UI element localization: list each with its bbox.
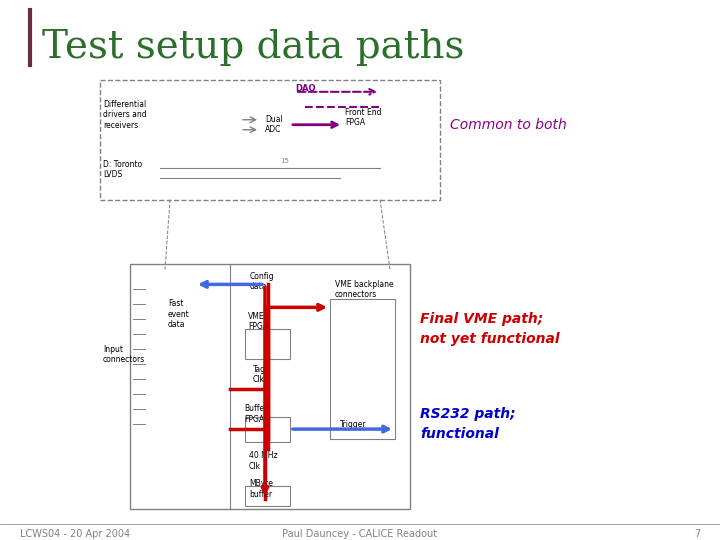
Text: MByte
buffer: MByte buffer <box>249 480 273 498</box>
Text: not yet functional: not yet functional <box>420 332 559 346</box>
Text: RS232 path;: RS232 path; <box>420 407 516 421</box>
Text: 7: 7 <box>694 529 700 539</box>
Text: DAQ: DAQ <box>295 84 315 93</box>
Bar <box>330 299 395 439</box>
Text: Front End
FPGA: Front End FPGA <box>345 108 382 127</box>
Text: Input
connectors: Input connectors <box>103 345 145 364</box>
Text: Tag
Clk: Tag Clk <box>253 364 266 384</box>
Text: Fast
event
data: Fast event data <box>168 299 190 329</box>
Bar <box>100 80 440 200</box>
Text: VME backplane
connectors: VME backplane connectors <box>335 280 394 299</box>
Bar <box>245 329 290 359</box>
Text: Final VME path;: Final VME path; <box>420 312 544 326</box>
Text: LCWS04 - 20 Apr 2004: LCWS04 - 20 Apr 2004 <box>20 529 130 539</box>
Bar <box>245 486 290 506</box>
Bar <box>245 417 290 442</box>
Text: Test setup data paths: Test setup data paths <box>42 29 464 66</box>
Text: Differential
drivers and
receivers: Differential drivers and receivers <box>103 100 147 130</box>
Text: 40 MHz
Clk: 40 MHz Clk <box>249 451 278 471</box>
Text: Buffer
FPGA: Buffer FPGA <box>244 404 267 424</box>
Text: Dual
ADC: Dual ADC <box>265 115 283 134</box>
Text: D: Toronto
LVDS: D: Toronto LVDS <box>103 160 142 179</box>
Text: Common to both: Common to both <box>450 118 567 132</box>
Text: 15: 15 <box>280 158 289 164</box>
Text: Trigger: Trigger <box>340 420 366 429</box>
Text: Config
data: Config data <box>250 272 274 291</box>
Text: VME
FPGA: VME FPGA <box>248 312 268 331</box>
Text: functional: functional <box>420 427 499 441</box>
Text: Paul Dauncey - CALICE Readout: Paul Dauncey - CALICE Readout <box>282 529 438 539</box>
Bar <box>130 265 410 509</box>
